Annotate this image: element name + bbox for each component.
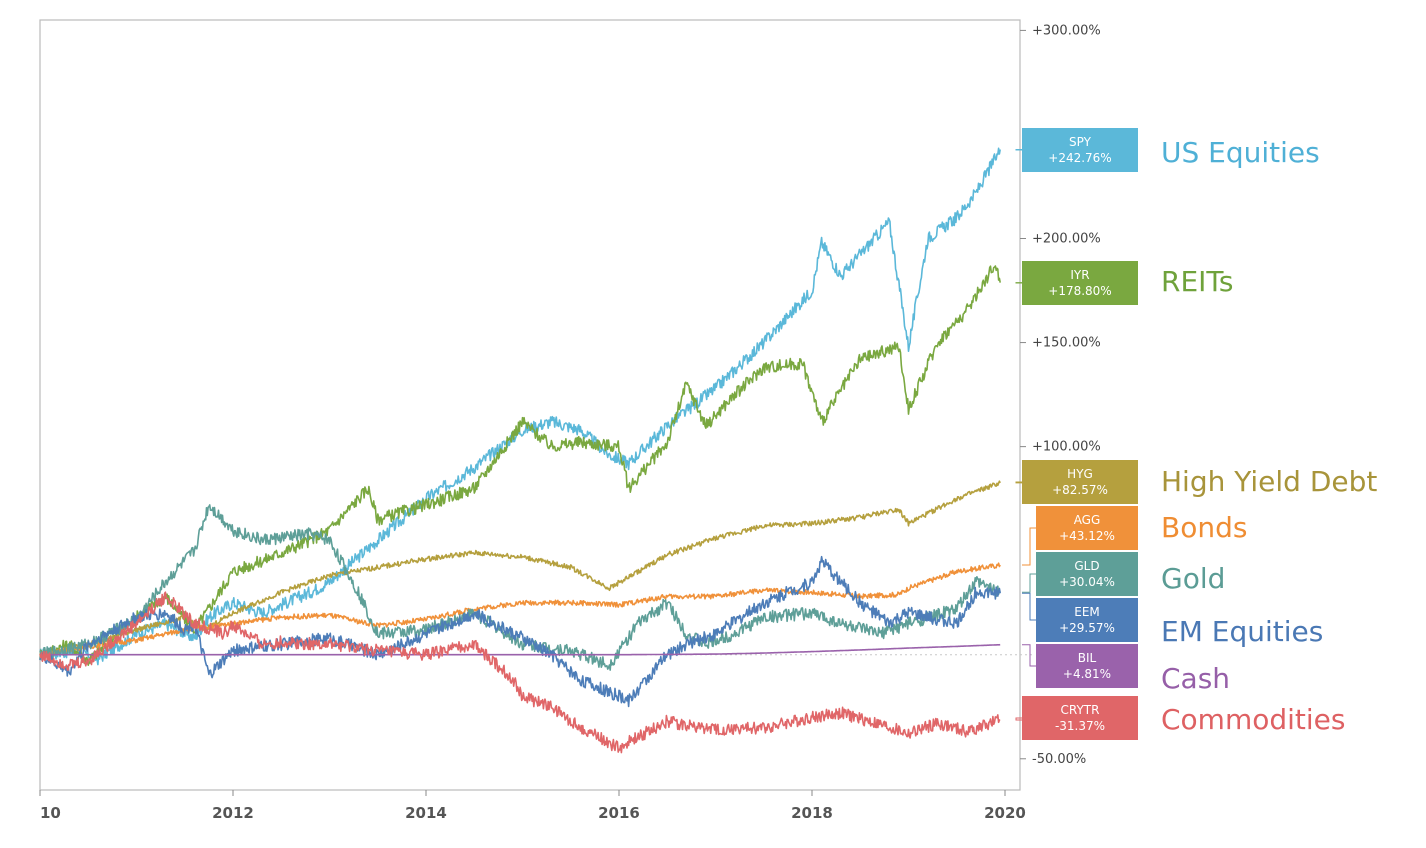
badge-connector xyxy=(1015,717,1022,721)
series-line-eem xyxy=(39,555,1001,708)
y-tick-label: +300.00% xyxy=(1032,23,1101,38)
badge-ticker: AGG xyxy=(1074,513,1101,527)
x-tick-label: 2016 xyxy=(598,804,640,822)
badge-value: +178.80% xyxy=(1048,284,1111,298)
legend-name-agg: Bonds xyxy=(1161,511,1247,544)
legend-name-iyr: REITs xyxy=(1161,265,1233,298)
badge-value: +29.57% xyxy=(1059,621,1115,635)
badge-background xyxy=(1022,460,1138,504)
badge-ticker: EEM xyxy=(1074,605,1100,619)
legend-name-gld: Gold xyxy=(1161,562,1225,595)
badge-background xyxy=(1022,696,1138,740)
badge-background xyxy=(1036,598,1138,642)
badge-value: +242.76% xyxy=(1048,151,1111,165)
badge-value: -31.37% xyxy=(1055,719,1105,733)
series-line-crytr xyxy=(39,591,1001,754)
value-badge-gld: GLD +30.04% xyxy=(1022,552,1138,596)
series-line-gld xyxy=(39,504,1001,671)
x-tick-label: 2014 xyxy=(405,804,447,822)
badge-background xyxy=(1036,552,1138,596)
badge-ticker: HYG xyxy=(1067,467,1093,481)
badge-connector xyxy=(1015,149,1022,151)
badge-connector xyxy=(1022,527,1036,566)
badge-background xyxy=(1022,128,1138,172)
badge-connector xyxy=(1022,592,1036,621)
x-tick-label: 2018 xyxy=(791,804,833,822)
badge-value: +43.12% xyxy=(1059,529,1115,543)
badge-ticker: SPY xyxy=(1069,135,1092,149)
legend-name-eem: EM Equities xyxy=(1161,615,1323,648)
legend-name-hyg: High Yield Debt xyxy=(1161,465,1377,498)
badge-value: +82.57% xyxy=(1052,483,1108,497)
y-tick-label: +150.00% xyxy=(1032,336,1101,351)
badge-ticker: GLD xyxy=(1074,559,1099,573)
legend-name-bil: Cash xyxy=(1161,662,1230,695)
x-tick-label: 2020 xyxy=(984,804,1026,822)
value-badge-hyg: HYG +82.57% xyxy=(1015,460,1138,504)
badge-connector xyxy=(1022,573,1036,593)
x-tick-label: 2012 xyxy=(212,804,254,822)
badge-background xyxy=(1036,644,1138,688)
badge-connector xyxy=(1022,644,1036,667)
value-badge-eem: EEM +29.57% xyxy=(1022,592,1138,642)
x-tick-label: 10 xyxy=(40,804,61,822)
badge-ticker: BIL xyxy=(1078,651,1097,665)
y-tick-label: +100.00% xyxy=(1032,440,1101,455)
badge-background xyxy=(1036,506,1138,550)
legend-name-crytr: Commodities xyxy=(1161,703,1346,736)
value-badge-iyr: IYR +178.80% xyxy=(1015,261,1138,305)
series-line-bil xyxy=(39,643,1001,656)
badge-connector xyxy=(1015,481,1022,484)
legend-name-spy: US Equities xyxy=(1161,136,1320,169)
badge-ticker: CRYTR xyxy=(1061,703,1100,717)
value-badge-bil: BIL +4.81% xyxy=(1022,644,1138,688)
badge-value: +30.04% xyxy=(1059,575,1115,589)
badge-value: +4.81% xyxy=(1063,667,1111,681)
value-badge-crytr: CRYTR -31.37% xyxy=(1015,696,1138,740)
y-tick-label: -50.00% xyxy=(1032,752,1086,767)
y-tick-label: +200.00% xyxy=(1032,232,1101,247)
plot-area xyxy=(39,19,1021,791)
badge-ticker: IYR xyxy=(1070,268,1089,282)
value-badge-spy: SPY +242.76% xyxy=(1015,128,1138,172)
value-badge-agg: AGG +43.12% xyxy=(1022,506,1138,566)
badge-background xyxy=(1022,261,1138,305)
